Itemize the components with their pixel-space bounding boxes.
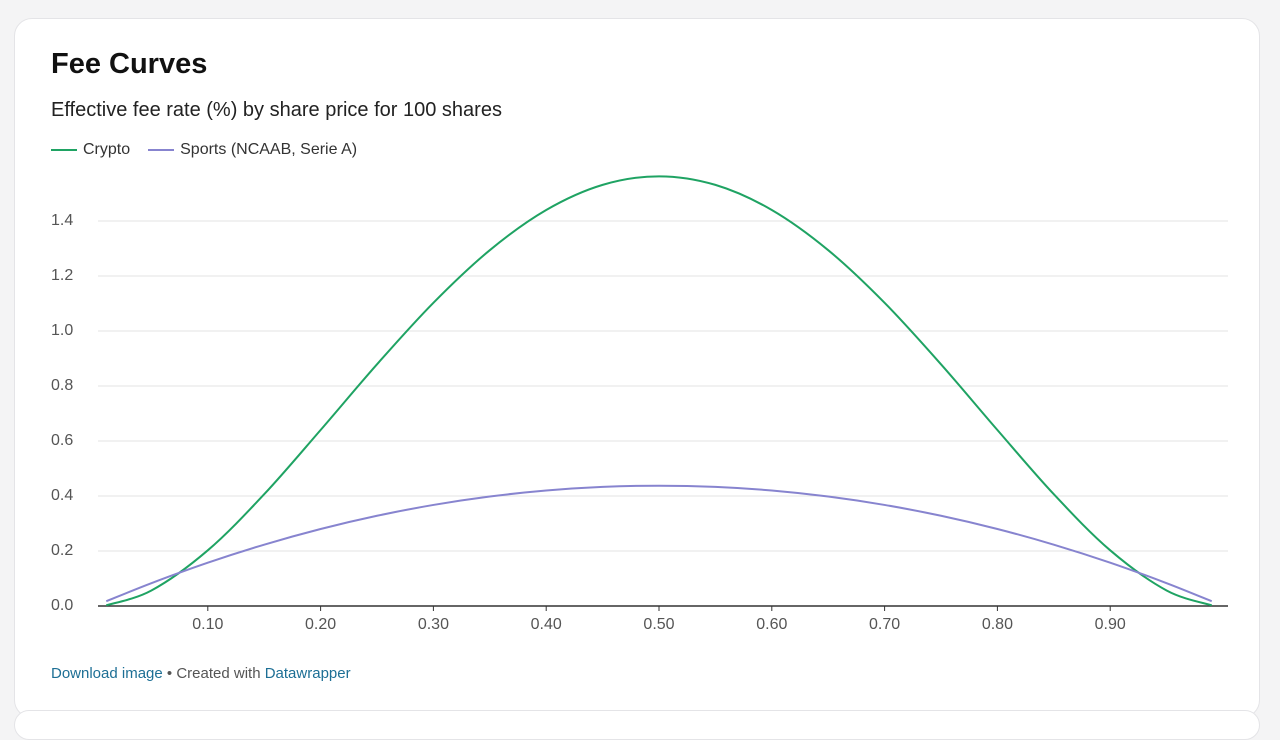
y-tick-label: 1.4 xyxy=(51,212,73,229)
x-tick-label: 0.50 xyxy=(643,616,674,633)
y-tick-label: 0.0 xyxy=(51,597,73,614)
x-tick-label: 0.90 xyxy=(1095,616,1126,633)
legend-swatch xyxy=(148,149,175,151)
legend-label: Sports (NCAAB, Serie A) xyxy=(180,141,358,158)
y-tick-label: 0.6 xyxy=(51,432,73,449)
x-tick-label: 0.70 xyxy=(869,616,900,633)
series-line xyxy=(105,484,1213,603)
card xyxy=(14,18,1260,718)
x-tick-label: 0.40 xyxy=(531,616,562,633)
chart: 0.0 0.2 0.4 0.6 0.8 1.0 1.2 1.4 0.10 0.20 0.30 0.40… xyxy=(51,175,1228,633)
x-tick-label: 0.10 xyxy=(192,616,223,633)
download-link[interactable]: Download image xyxy=(51,665,163,682)
legend-swatch xyxy=(51,149,77,151)
chart-title: Fee Curves xyxy=(51,48,208,80)
y-tick-label: 0.8 xyxy=(51,377,73,394)
credit-text: • Created with xyxy=(166,665,261,682)
y-tick-label: 0.2 xyxy=(51,542,73,559)
datawrapper-link[interactable]: Datawrapper xyxy=(264,665,351,682)
legend-item: Crypto xyxy=(51,141,130,159)
x-tick-label: 0.20 xyxy=(305,616,336,633)
series-line xyxy=(105,175,1213,607)
legend-item: Sports (NCAAB, Serie A) xyxy=(148,141,357,159)
footer: Download image • Created with Datawrappe… xyxy=(51,665,351,682)
page: {"chart_data": {"type": "line", "title":… xyxy=(14,18,1260,740)
y-tick-label: 0.4 xyxy=(51,487,73,504)
y-tick-label: 1.2 xyxy=(51,267,73,284)
x-tick-label: 0.30 xyxy=(418,616,449,633)
y-tick-label: 1.0 xyxy=(51,322,73,339)
x-tick-label: 0.60 xyxy=(756,616,787,633)
legend: Crypto Sports (NCAAB, Serie A) xyxy=(51,141,357,159)
x-tick-label: 0.80 xyxy=(982,616,1013,633)
chart-subtitle: Effective fee rate (%) by share price fo… xyxy=(51,99,502,121)
legend-label: Crypto xyxy=(83,141,131,158)
